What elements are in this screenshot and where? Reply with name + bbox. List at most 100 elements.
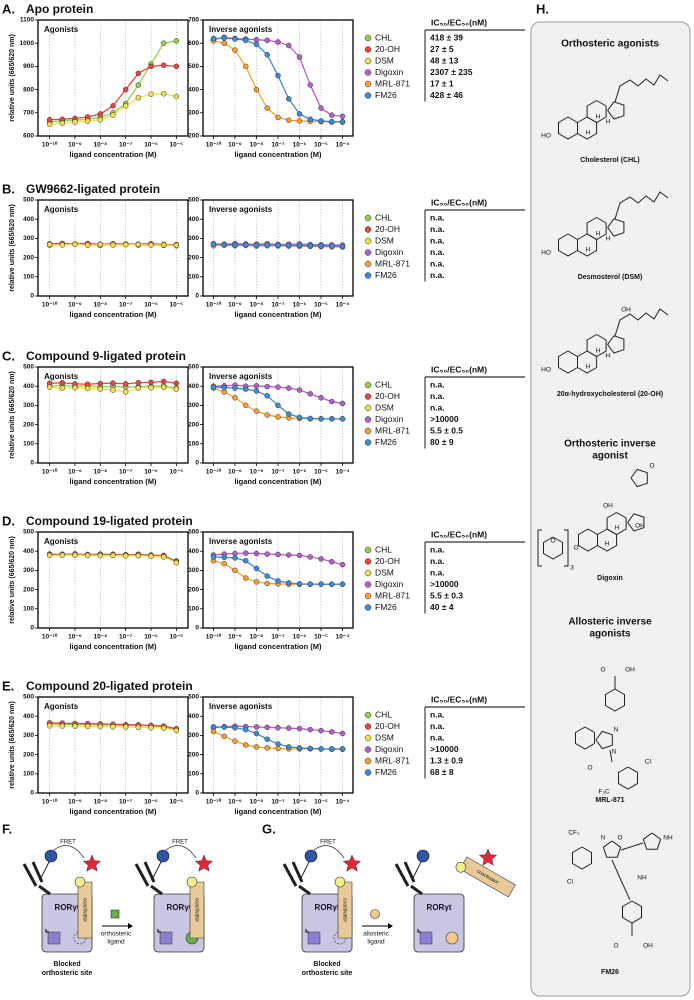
data-point: [59, 552, 66, 558]
atom-label: O: [587, 765, 592, 772]
data-point: [253, 744, 260, 750]
coactivator: coactivator: [334, 876, 353, 939]
ic50-value: 27 ± 5: [430, 44, 454, 54]
data-point: [264, 745, 270, 751]
coactivator-shape: [77, 881, 93, 939]
data-point: [339, 730, 346, 737]
data-point: [329, 398, 335, 405]
data-point: [253, 242, 260, 248]
corner: [45, 929, 49, 933]
legend-label: FM26: [375, 437, 397, 447]
data-point: [285, 242, 292, 249]
data-point: [318, 746, 324, 752]
peptide-acceptor: [334, 876, 346, 888]
atom-label: OH: [603, 503, 613, 510]
receptor-label: RORγt: [315, 903, 340, 912]
bracket: [564, 529, 569, 567]
panel-title: Compound 20-ligated protein: [26, 679, 193, 693]
data-point: [148, 63, 154, 70]
legend-label: Digoxin: [375, 744, 404, 754]
x-tick-label: 10⁻⁶: [293, 469, 307, 476]
data-point: [318, 394, 324, 401]
x-tick-label: 10⁻¹⁰: [42, 468, 58, 476]
x-tick-label: 10⁻¹⁰: [42, 141, 58, 149]
data-point: [339, 581, 346, 587]
legend-header: IC₅₀/EC₅₀(nM): [431, 364, 487, 374]
x-tick-label: 10⁻⁵: [314, 469, 328, 476]
data-point: [122, 389, 129, 395]
atom-label: H: [586, 364, 591, 371]
data-point: [296, 581, 303, 587]
atom-label: HO: [541, 367, 551, 374]
data-point: [72, 552, 78, 558]
donor: [44, 849, 58, 863]
y-tick-label: 200: [188, 751, 199, 758]
data-point: [242, 386, 249, 392]
x-tick-label: 10⁻⁷: [119, 634, 133, 641]
data-point: [122, 86, 129, 93]
data-point: [160, 91, 167, 97]
data-point: [232, 567, 238, 574]
panel-label: B.: [2, 181, 15, 196]
data-point: [275, 741, 281, 747]
y-axis-label: relative units (665/620 nm): [9, 536, 16, 624]
data-point: [307, 391, 314, 397]
data-point: [296, 118, 303, 124]
data-point: [275, 414, 281, 420]
data-point: [173, 559, 180, 566]
x-tick-label: 10⁻⁵: [314, 634, 328, 641]
x-tick-label: 10⁻⁶: [144, 634, 158, 641]
x-tick-label: 10⁻⁹: [228, 799, 242, 806]
data-point: [110, 380, 116, 386]
atom-label: H: [605, 541, 610, 548]
legend-label: FM26: [375, 767, 397, 777]
ring: [605, 688, 625, 712]
data-point: [148, 379, 154, 386]
x-axis-label: ligand concentration (M): [69, 477, 157, 486]
atom-label: O: [613, 943, 618, 950]
data-point: [135, 70, 142, 77]
data-point: [329, 416, 335, 422]
data-point: [339, 400, 346, 407]
panel-label: C.: [2, 348, 15, 363]
data-point: [84, 723, 91, 730]
data-point: [232, 394, 238, 401]
data-point: [307, 242, 314, 249]
x-tick-label: 10⁻⁹: [68, 142, 82, 149]
data-point: [296, 414, 303, 421]
legend-swatch: [364, 769, 372, 776]
legend-swatch: [364, 260, 372, 268]
data-point: [296, 387, 303, 393]
data-point: [46, 723, 53, 729]
legend-swatch: [364, 546, 372, 554]
coactivator: coactivator: [74, 876, 93, 939]
data-point: [221, 35, 227, 41]
x-tick-label: 10⁻⁹: [228, 634, 242, 641]
data-point: [275, 114, 281, 121]
y-tick-label: 300: [23, 567, 34, 574]
plot-frame: [37, 531, 189, 629]
data-point: [318, 581, 324, 587]
legend-swatch: [364, 569, 372, 577]
y-tick-label: 300: [188, 110, 199, 117]
y-tick-label: 300: [23, 402, 34, 409]
y-tick-label: 0: [30, 293, 34, 300]
plot-frame: [37, 199, 189, 297]
data-point: [97, 552, 104, 559]
ic50-value: 17 ± 1: [430, 78, 454, 88]
data-point: [329, 112, 335, 118]
group-heading: Allosteric inverse: [568, 617, 652, 628]
y-tick-label: 400: [23, 713, 34, 720]
x-tick-label: 10⁻¹⁰: [42, 633, 58, 641]
data-point: [329, 243, 335, 249]
data-point: [160, 384, 167, 390]
bracket: [537, 529, 542, 567]
chart-title: Agonists: [44, 372, 79, 381]
ic50-value: n.a.: [430, 567, 445, 577]
plot-frame: [202, 366, 354, 464]
legend-swatch: [364, 416, 372, 423]
data-point: [253, 36, 260, 43]
data-point: [264, 37, 270, 44]
site-label: orthosteric site: [302, 970, 353, 977]
x-tick-label: 10⁻⁶: [293, 634, 307, 641]
